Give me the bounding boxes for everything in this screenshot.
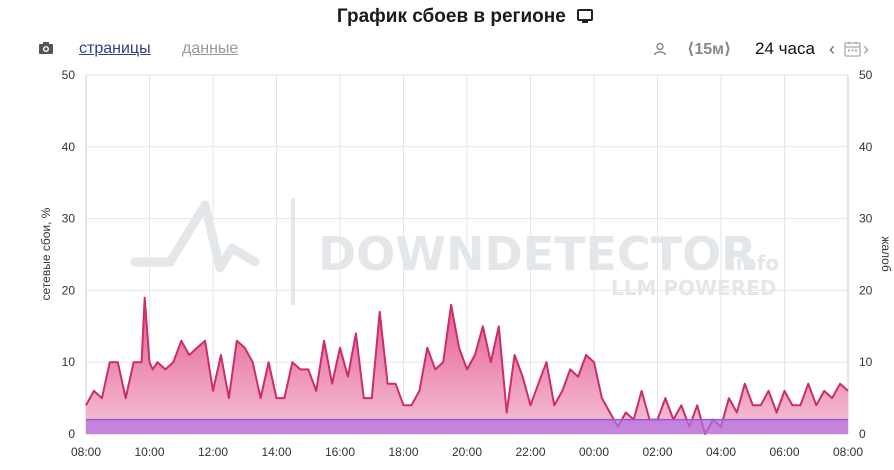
interval-selector[interactable]: ⟨15м⟩ — [687, 41, 732, 58]
x-tick-label: 14:00 — [261, 445, 291, 459]
y-axis-title: сетевые сбои, % — [39, 207, 53, 300]
y2-tick-label: 40 — [859, 140, 873, 154]
user-icon[interactable] — [653, 42, 667, 61]
chevron-left-icon[interactable]: ‹ — [829, 39, 835, 59]
x-tick-label: 00:00 — [579, 445, 609, 459]
tab-data[interactable]: данные — [182, 40, 239, 57]
watermark-suffix: .info — [728, 251, 779, 275]
chevron-right-icon[interactable]: › — [863, 39, 869, 59]
x-tick-label: 04:00 — [706, 445, 736, 459]
x-tick-label: 10:00 — [134, 445, 164, 459]
chart-title: График сбоев в регионе — [0, 6, 894, 30]
y-tick-label: 0 — [68, 427, 75, 441]
y-axis-left: 0 10 20 30 40 50 — [62, 68, 76, 441]
x-tick-label: 06:00 — [769, 445, 799, 459]
x-tick-label: 08:00 — [833, 445, 863, 459]
y-tick-label: 10 — [62, 355, 76, 369]
y-tick-label: 40 — [62, 140, 76, 154]
y-tick-label: 50 — [62, 68, 76, 82]
chart-title-text: График сбоев в регионе — [336, 6, 566, 27]
watermark-pulse-icon — [130, 200, 260, 273]
chart-toolbar: страницы данные ⟨15м⟩ 24 часа ‹ › — [0, 38, 894, 60]
watermark-brand: DOWNDETECTOR — [318, 227, 757, 281]
y-tick-label: 30 — [62, 212, 76, 226]
y2-tick-label: 20 — [859, 283, 873, 297]
y-tick-label: 20 — [62, 283, 76, 297]
monitor-icon[interactable] — [577, 8, 594, 30]
x-tick-label: 12:00 — [198, 445, 228, 459]
y2-tick-label: 50 — [859, 68, 873, 82]
watermark: DOWNDETECTOR .info LLM POWERED — [130, 198, 779, 305]
baseline-area — [86, 419, 848, 434]
y2-tick-label: 30 — [859, 212, 873, 226]
y2-tick-label: 0 — [859, 427, 866, 441]
calendar-icon[interactable] — [844, 41, 861, 62]
range-label[interactable]: 24 часа — [755, 39, 815, 58]
watermark-tagline: LLM POWERED — [611, 276, 776, 300]
camera-icon[interactable] — [38, 41, 54, 60]
x-axis: 08:00 10:00 12:00 14:00 16:00 18:00 20:00 22:00… — [71, 445, 863, 459]
x-tick-label: 16:00 — [325, 445, 355, 459]
x-tick-label: 20:00 — [452, 445, 482, 459]
y2-tick-label: 10 — [859, 355, 873, 369]
tab-pages[interactable]: страницы — [79, 40, 151, 57]
y2-axis-title: жалоб — [879, 236, 893, 272]
series-area — [85, 296, 849, 435]
y-axis-right: 0 10 20 30 40 50 — [859, 68, 873, 441]
x-tick-label: 08:00 — [71, 445, 101, 459]
outage-area — [86, 297, 848, 434]
x-tick-label: 18:00 — [388, 445, 418, 459]
x-tick-label: 22:00 — [515, 445, 545, 459]
x-tick-label: 02:00 — [642, 445, 672, 459]
